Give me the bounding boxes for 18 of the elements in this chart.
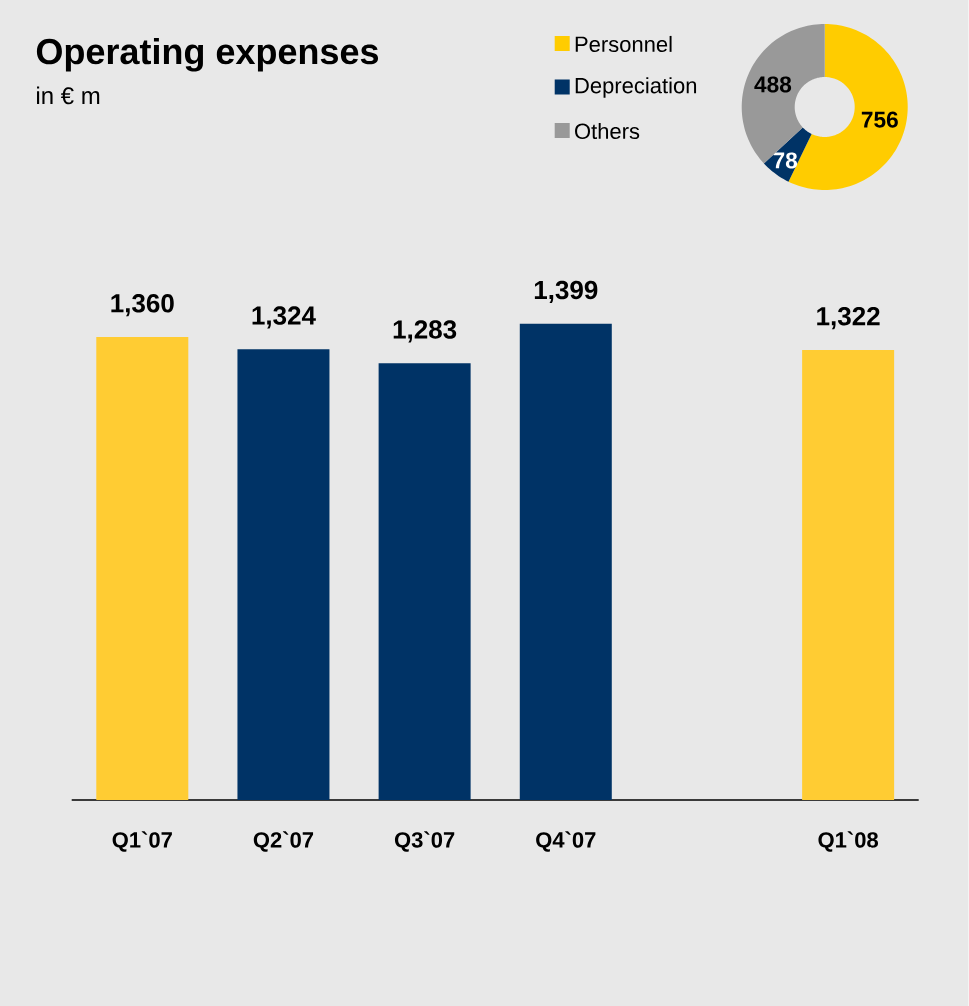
legend-label: Others: [575, 122, 640, 140]
data-label: 756: [862, 111, 899, 128]
data-label: 1,360: [111, 294, 174, 317]
data-label: 78: [773, 152, 798, 169]
x-tick-label: Q1`08: [818, 831, 879, 852]
chart-title: Operating expenses: [37, 37, 379, 72]
x-tick-label: Q3`07: [395, 831, 455, 852]
x-tick-label: Q2`07: [253, 831, 314, 852]
x-tick-label: Q1`07: [112, 831, 173, 852]
chart-subtitle: in € m: [37, 86, 100, 105]
data-label: 1,399: [535, 280, 598, 303]
legend-label: Depreciation: [575, 77, 697, 98]
data-label: 1,283: [393, 320, 457, 343]
data-label: 488: [754, 76, 792, 93]
data-label: 1,324: [252, 306, 316, 329]
x-tick-label: Q4`07: [536, 831, 596, 852]
data-label: 1,322: [817, 307, 880, 330]
legend-label: Personnel: [575, 35, 672, 53]
